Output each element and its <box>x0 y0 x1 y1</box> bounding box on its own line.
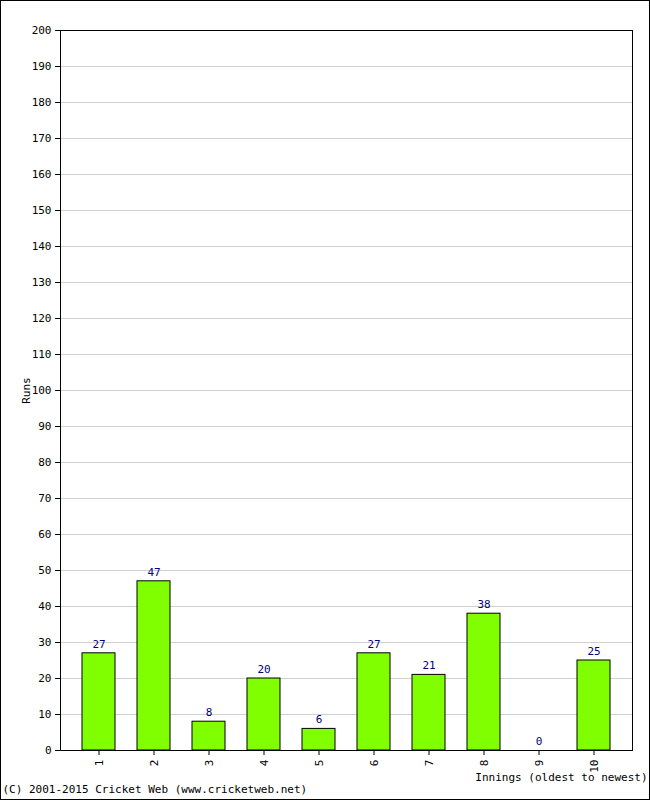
svg-text:10: 10 <box>38 708 51 721</box>
svg-text:190: 190 <box>32 60 52 73</box>
svg-text:5: 5 <box>313 760 326 767</box>
svg-text:140: 140 <box>32 240 52 253</box>
svg-text:20: 20 <box>257 663 270 676</box>
svg-text:3: 3 <box>203 760 216 767</box>
svg-text:8: 8 <box>478 760 491 767</box>
svg-text:50: 50 <box>38 564 51 577</box>
svg-text:20: 20 <box>38 672 51 685</box>
svg-text:27: 27 <box>367 638 380 651</box>
svg-text:38: 38 <box>477 598 490 611</box>
svg-text:(C) 2001-2015 Cricket Web (www: (C) 2001-2015 Cricket Web (www.cricketwe… <box>3 783 308 796</box>
svg-text:21: 21 <box>422 659 435 672</box>
svg-text:70: 70 <box>38 492 51 505</box>
svg-text:200: 200 <box>32 24 52 37</box>
svg-text:160: 160 <box>32 168 52 181</box>
svg-text:110: 110 <box>32 348 52 361</box>
svg-text:170: 170 <box>32 132 52 145</box>
svg-text:4: 4 <box>258 759 271 766</box>
svg-text:30: 30 <box>38 636 51 649</box>
svg-text:60: 60 <box>38 528 51 541</box>
svg-text:0: 0 <box>45 744 52 757</box>
svg-text:Innings (oldest to newest): Innings (oldest to newest) <box>475 771 647 784</box>
svg-text:90: 90 <box>38 420 51 433</box>
svg-text:25: 25 <box>587 645 600 658</box>
svg-text:6: 6 <box>316 713 323 726</box>
svg-text:6: 6 <box>368 760 381 767</box>
svg-text:2: 2 <box>148 760 161 767</box>
svg-text:0: 0 <box>536 735 543 748</box>
svg-text:100: 100 <box>32 384 52 397</box>
svg-text:27: 27 <box>92 638 105 651</box>
svg-text:Runs: Runs <box>20 377 33 404</box>
svg-text:47: 47 <box>147 566 160 579</box>
svg-text:120: 120 <box>32 312 52 325</box>
svg-text:7: 7 <box>423 760 436 767</box>
svg-text:9: 9 <box>533 760 546 767</box>
svg-text:130: 130 <box>32 276 52 289</box>
svg-text:8: 8 <box>206 706 213 719</box>
svg-text:80: 80 <box>38 456 51 469</box>
svg-text:1: 1 <box>93 760 106 767</box>
svg-text:180: 180 <box>32 96 52 109</box>
svg-text:40: 40 <box>38 600 51 613</box>
svg-text:150: 150 <box>32 204 52 217</box>
svg-text:10: 10 <box>587 759 601 773</box>
